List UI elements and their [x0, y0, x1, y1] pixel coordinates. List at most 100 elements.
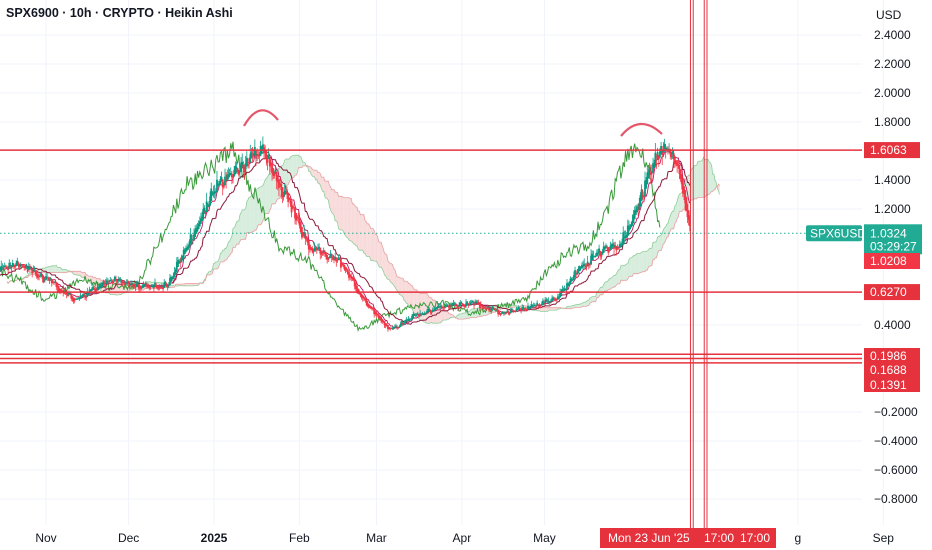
candle: [271, 163, 273, 181]
candle: [670, 151, 673, 160]
candle: [414, 313, 417, 317]
candle-body: [312, 249, 315, 253]
cloud-segment: [396, 273, 398, 291]
cloud-segment: [677, 196, 679, 219]
candle-body: [23, 266, 26, 268]
cloud-segment: [262, 182, 265, 221]
candle-body: [164, 281, 167, 286]
candle-body: [216, 179, 218, 192]
candle-body: [0, 269, 1, 271]
candle: [272, 168, 275, 180]
candle-body: [569, 278, 572, 285]
cloud-segment: [654, 242, 656, 260]
candle-body: [152, 286, 155, 289]
candle: [364, 297, 366, 302]
candle-body: [234, 165, 237, 174]
candle: [135, 280, 138, 288]
candle: [516, 307, 519, 310]
candle-body: [391, 328, 394, 329]
cloud-segment: [410, 285, 413, 309]
candle: [49, 277, 52, 281]
candle: [140, 286, 143, 291]
candle-body: [10, 265, 13, 269]
cloud-segment: [236, 221, 238, 245]
time-axis[interactable]: Nov Dec 2025 Feb Mar Apr May g Sep: [35, 531, 894, 545]
candle: [389, 327, 392, 331]
candle-body: [398, 326, 401, 328]
candle: [661, 146, 664, 166]
candle-body: [214, 191, 217, 193]
cloud-segment: [377, 236, 379, 267]
candle: [101, 282, 104, 288]
cloud-segment: [569, 306, 571, 309]
candle-body: [434, 308, 436, 311]
cloud-segment: [220, 252, 222, 262]
candle: [545, 297, 548, 303]
candle-body: [547, 300, 550, 302]
cloud-segment: [249, 197, 251, 233]
candle: [564, 288, 567, 291]
candle: [325, 251, 327, 260]
price-axis[interactable]: USD2.40002.20002.00001.80001.40001.20000…: [874, 8, 918, 506]
candle: [16, 257, 19, 265]
candle: [167, 282, 170, 289]
candle-body: [66, 293, 69, 296]
candle: [31, 268, 34, 278]
candle-body: [595, 252, 598, 257]
candle: [492, 306, 495, 310]
cloud-segment: [343, 197, 345, 235]
candle-body: [473, 301, 475, 306]
candle-body: [375, 312, 378, 315]
cloud-segment: [82, 272, 84, 278]
cloud-segment: [461, 313, 463, 320]
candle-body: [360, 293, 363, 298]
candle-body: [322, 251, 325, 253]
cloud-segment: [324, 181, 326, 199]
candle: [611, 238, 614, 249]
cloud-segment: [381, 242, 383, 269]
candle: [231, 170, 233, 185]
cloud-segment: [608, 278, 610, 290]
candle: [54, 279, 57, 284]
candle-body: [196, 227, 199, 231]
cloud-segment: [674, 204, 676, 224]
candle: [380, 316, 382, 324]
candle-body: [387, 324, 389, 330]
candle-body: [482, 305, 485, 309]
candle-body: [4, 266, 7, 268]
candle: [477, 299, 480, 305]
candle: [400, 319, 403, 326]
candle-body: [377, 314, 380, 318]
candle: [159, 286, 162, 289]
candle-body: [91, 288, 93, 291]
candle: [377, 314, 380, 320]
cloud-segment: [708, 159, 710, 195]
candle-body: [538, 305, 541, 307]
candle-body: [575, 273, 578, 275]
candle-body: [26, 267, 29, 273]
candle-body: [73, 299, 76, 301]
candle: [281, 187, 284, 204]
candle: [319, 247, 322, 260]
cloud-segment: [64, 269, 66, 273]
candle-body: [571, 279, 574, 281]
candle: [648, 162, 651, 176]
cloud-segment: [444, 310, 446, 320]
candle: [136, 280, 139, 286]
candle-body: [540, 303, 543, 306]
candle-body: [321, 252, 324, 254]
candle-body: [25, 267, 28, 268]
cloud-segment: [662, 229, 664, 248]
candle: [589, 262, 591, 268]
candle-body: [57, 285, 60, 292]
candle-body: [193, 234, 195, 240]
cloud-segment: [572, 305, 574, 309]
candle-body: [644, 180, 646, 197]
candle: [439, 302, 442, 309]
candle-body: [603, 246, 606, 250]
candle: [310, 247, 312, 252]
candle-body: [155, 285, 158, 286]
x-tick-label: Mar: [366, 531, 387, 545]
